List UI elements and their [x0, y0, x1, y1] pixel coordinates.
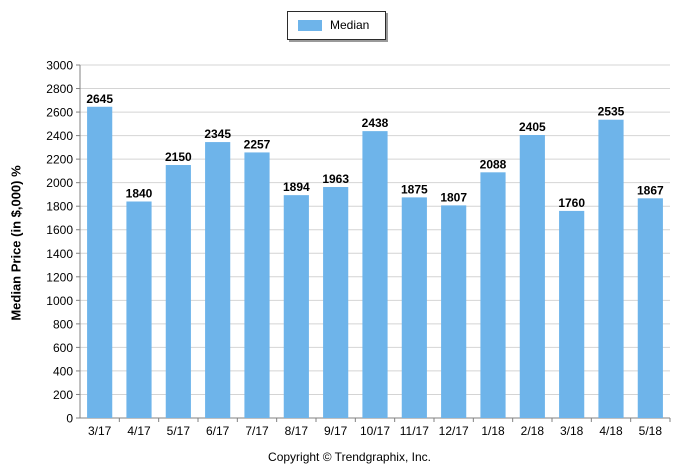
data-label: 2405	[519, 120, 546, 134]
x-tick-label: 10/17	[360, 424, 390, 438]
data-label: 1760	[558, 196, 585, 210]
bar	[283, 195, 309, 418]
y-tick-label: 1400	[46, 247, 73, 261]
legend-label-median: Median	[330, 18, 370, 32]
data-label: 1867	[637, 183, 664, 197]
bar	[362, 131, 388, 418]
x-tick-label: 11/17	[400, 424, 429, 438]
x-tick-label: 4/18	[599, 424, 623, 438]
x-tick-label: 8/17	[285, 424, 309, 438]
bar	[559, 210, 585, 418]
data-label: 2088	[480, 157, 507, 171]
data-label: 2535	[598, 105, 625, 119]
copyright-footer: Copyright © Trendgraphix, Inc.	[268, 450, 431, 464]
y-tick-label: 600	[53, 341, 73, 355]
x-tick-label: 12/17	[439, 424, 469, 438]
x-tick-label: 7/17	[245, 424, 269, 438]
data-label: 1875	[401, 182, 428, 196]
y-tick-label: 2400	[46, 129, 73, 143]
y-tick-label: 2600	[46, 106, 73, 120]
y-tick-label: 2000	[46, 176, 73, 190]
y-tick-label: 2800	[46, 82, 73, 96]
bar	[323, 187, 349, 418]
y-tick-label: 400	[53, 364, 73, 378]
x-tick-label: 6/17	[206, 424, 230, 438]
data-label: 1894	[283, 180, 310, 194]
data-label: 1807	[440, 190, 467, 204]
bar	[598, 119, 624, 418]
data-label: 2645	[86, 92, 113, 106]
x-tick-label: 3/18	[560, 424, 584, 438]
y-tick-label: 800	[53, 317, 73, 331]
data-label: 1963	[322, 172, 349, 186]
y-tick-label: 3000	[46, 59, 73, 73]
bar	[401, 197, 427, 418]
legend: Median	[287, 11, 386, 40]
data-label: 2345	[204, 127, 231, 141]
bar	[126, 201, 152, 418]
y-tick-label: 1800	[46, 200, 73, 214]
y-tick-label: 2200	[46, 153, 73, 167]
data-label: 2150	[165, 150, 192, 164]
y-tick-label: 0	[66, 412, 73, 426]
x-tick-label: 5/18	[639, 424, 663, 438]
bar	[441, 205, 467, 418]
bar	[519, 135, 545, 419]
x-tick-label: 4/17	[127, 424, 151, 438]
x-tick-label: 9/17	[324, 424, 348, 438]
data-label: 1840	[126, 186, 153, 200]
data-label: 2438	[362, 116, 389, 130]
x-tick-label: 5/17	[167, 424, 191, 438]
data-label: 2257	[244, 137, 271, 151]
y-tick-label: 1600	[46, 223, 73, 237]
x-tick-label: 3/17	[88, 424, 112, 438]
bar	[205, 142, 231, 419]
bar	[87, 106, 113, 418]
x-tick-label: 2/18	[521, 424, 545, 438]
y-tick-label: 200	[53, 388, 73, 402]
bar	[637, 198, 663, 418]
bar	[244, 152, 270, 418]
bar	[480, 172, 506, 418]
bar	[165, 165, 191, 418]
x-tick-label: 1/18	[481, 424, 505, 438]
y-tick-label: 1200	[46, 270, 73, 284]
y-tick-label: 1000	[46, 294, 73, 308]
legend-swatch-median	[298, 20, 322, 31]
